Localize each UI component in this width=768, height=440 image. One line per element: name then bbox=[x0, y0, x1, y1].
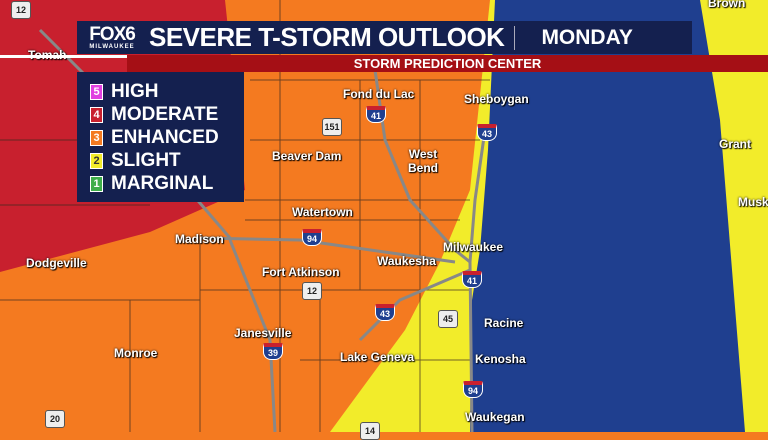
day-label: MONDAY bbox=[541, 25, 633, 49]
city-label: Sheboygan bbox=[464, 92, 529, 106]
accent-line bbox=[0, 55, 127, 58]
city-label: Fort Atkinson bbox=[262, 265, 340, 279]
us-highway-shield: 151 bbox=[322, 118, 342, 136]
city-label: Musk bbox=[738, 195, 768, 209]
subtitle-bar: STORM PREDICTION CENTER bbox=[127, 55, 768, 72]
us-highway-shield: 20 bbox=[45, 410, 65, 428]
risk-swatch: 5 bbox=[90, 83, 103, 100]
city-label: Janesville bbox=[234, 326, 292, 340]
city-label: Monroe bbox=[114, 346, 158, 360]
risk-swatch: 2 bbox=[90, 152, 103, 169]
risk-swatch: 4 bbox=[90, 106, 103, 123]
interstate-shield: 41 bbox=[366, 106, 386, 123]
legend-label: SLIGHT bbox=[111, 149, 181, 171]
city-label: West Bend bbox=[408, 147, 438, 175]
city-label: Watertown bbox=[292, 205, 353, 219]
legend-item-marginal: 1 MARGINAL bbox=[90, 172, 244, 195]
city-label: Waukegan bbox=[465, 410, 525, 424]
city-label: Beaver Dam bbox=[272, 149, 342, 163]
city-label: Grant bbox=[719, 137, 752, 151]
city-label: Dodgeville bbox=[26, 256, 87, 270]
interstate-shield: 39 bbox=[263, 343, 283, 360]
city-label: Fond du Lac bbox=[343, 87, 415, 101]
interstate-shield: 43 bbox=[477, 124, 497, 141]
city-label: Waukesha bbox=[377, 254, 436, 268]
page-title: SEVERE T-STORM OUTLOOK bbox=[149, 22, 505, 52]
interstate-shield: 94 bbox=[463, 381, 483, 398]
us-highway-shield: 45 bbox=[438, 310, 458, 328]
city-label: Milwaukee bbox=[443, 240, 504, 254]
legend-label: ENHANCED bbox=[111, 126, 219, 148]
interstate-shield: 43 bbox=[375, 304, 395, 321]
legend-item-slight: 2 SLIGHT bbox=[90, 149, 244, 172]
interstate-shield: 41 bbox=[462, 271, 482, 288]
risk-swatch: 1 bbox=[90, 175, 103, 192]
fox6-logo: FOX6 MILWAUKEE bbox=[81, 25, 143, 50]
city-label: Lake Geneva bbox=[340, 350, 415, 364]
legend-item-enhanced: 3 ENHANCED bbox=[90, 126, 244, 149]
interstate-shield: 94 bbox=[302, 229, 322, 246]
legend-label: HIGH bbox=[111, 80, 159, 102]
city-label: Brown bbox=[708, 0, 746, 10]
city-label: Racine bbox=[484, 316, 524, 330]
legend-label: MODERATE bbox=[111, 103, 219, 125]
divider bbox=[514, 25, 516, 50]
us-highway-shield: 14 bbox=[360, 422, 380, 440]
logo-sub: MILWAUKEE bbox=[89, 44, 135, 50]
title-banner: FOX6 MILWAUKEE SEVERE T-STORM OUTLOOK MO… bbox=[77, 21, 692, 54]
logo-main: FOX6 bbox=[89, 24, 136, 45]
us-highway-shield: 12 bbox=[302, 282, 322, 300]
risk-swatch: 3 bbox=[90, 129, 103, 146]
risk-legend: 5 HIGH 4 MODERATE 3 ENHANCED 2 SLIGHT 1 MARGI… bbox=[77, 72, 244, 202]
legend-item-moderate: 4 MODERATE bbox=[90, 103, 244, 126]
city-label: Kenosha bbox=[475, 352, 526, 366]
city-label: Madison bbox=[175, 232, 224, 246]
us-highway-shield: 12 bbox=[11, 1, 31, 19]
legend-item-high: 5 HIGH bbox=[90, 80, 244, 103]
legend-label: MARGINAL bbox=[111, 172, 214, 194]
lake-michigan bbox=[470, 0, 745, 432]
